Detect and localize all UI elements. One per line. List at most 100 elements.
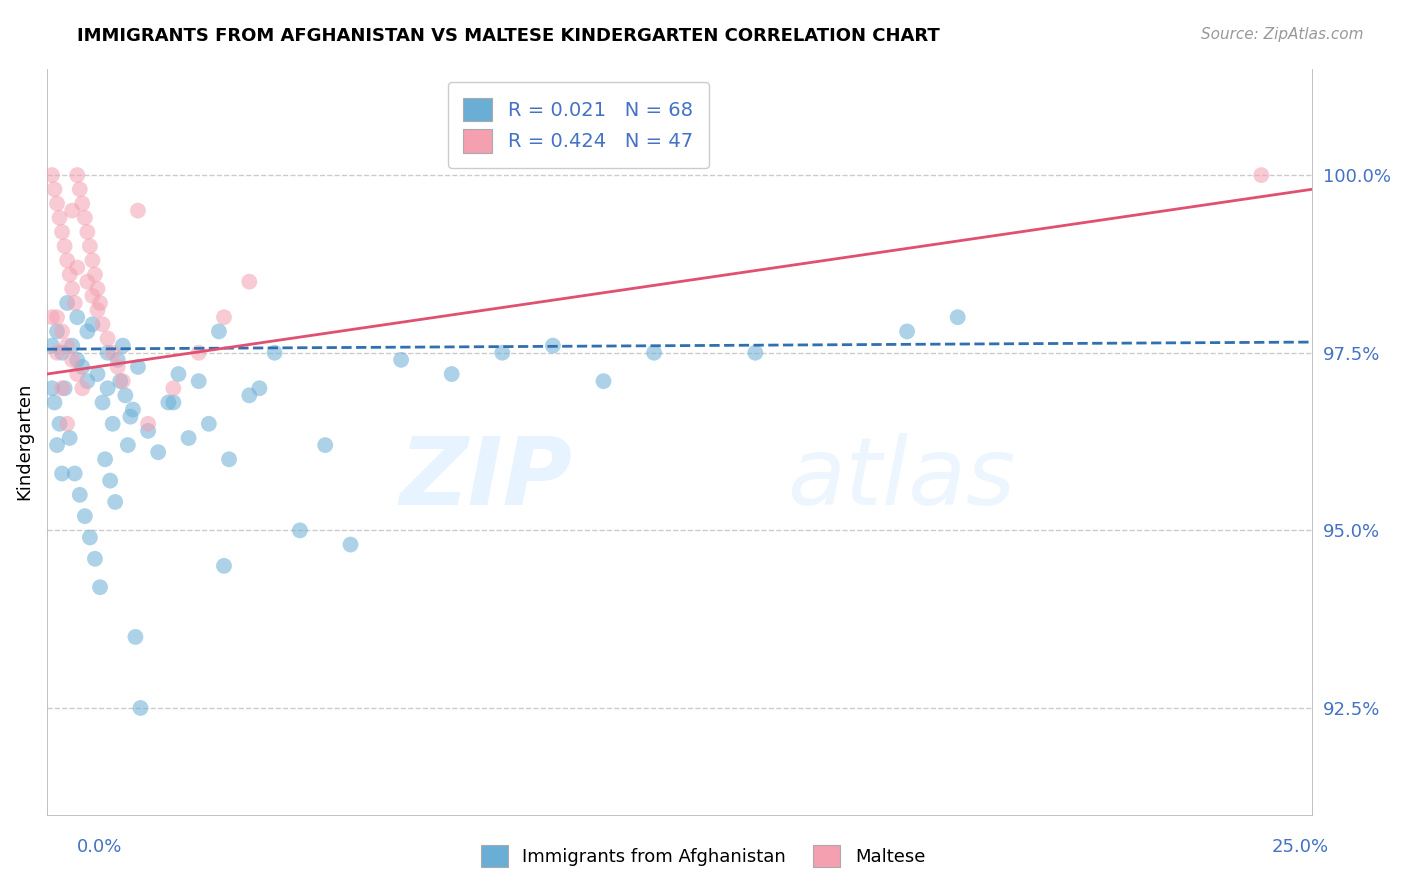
Point <box>91 395 114 409</box>
Y-axis label: Kindergarten: Kindergarten <box>15 383 32 500</box>
Point <box>44 182 66 196</box>
Point <box>51 325 73 339</box>
Point <box>592 374 614 388</box>
Point <box>541 338 564 352</box>
Point <box>101 345 124 359</box>
Point <box>177 431 200 445</box>
Point <box>157 395 180 409</box>
Point <box>41 168 63 182</box>
Point <box>117 438 139 452</box>
Point <box>44 395 66 409</box>
Point <box>124 630 146 644</box>
Point <box>187 345 209 359</box>
Point <box>51 467 73 481</box>
Point <box>56 253 79 268</box>
Point <box>48 417 70 431</box>
Point <box>53 381 76 395</box>
Point <box>91 318 114 332</box>
Text: 25.0%: 25.0% <box>1271 838 1329 856</box>
Point <box>46 345 69 359</box>
Point <box>491 345 513 359</box>
Point <box>212 310 235 325</box>
Point <box>76 374 98 388</box>
Text: ZIP: ZIP <box>399 433 572 524</box>
Point <box>440 367 463 381</box>
Point <box>238 388 260 402</box>
Point <box>120 409 142 424</box>
Point <box>136 417 159 431</box>
Point <box>97 381 120 395</box>
Point <box>76 325 98 339</box>
Point <box>107 359 129 374</box>
Point <box>82 253 104 268</box>
Point <box>82 318 104 332</box>
Point <box>60 338 83 352</box>
Point <box>946 310 969 325</box>
Point <box>89 580 111 594</box>
Point <box>86 303 108 318</box>
Point <box>89 296 111 310</box>
Point <box>76 225 98 239</box>
Point <box>76 275 98 289</box>
Point <box>69 488 91 502</box>
Point <box>51 225 73 239</box>
Point <box>389 352 412 367</box>
Point <box>66 168 89 182</box>
Point <box>127 203 149 218</box>
Point <box>187 374 209 388</box>
Point <box>59 268 82 282</box>
Point <box>339 537 361 551</box>
Point <box>101 417 124 431</box>
Point <box>288 524 311 538</box>
Point <box>122 402 145 417</box>
Point <box>46 325 69 339</box>
Legend: Immigrants from Afghanistan, Maltese: Immigrants from Afghanistan, Maltese <box>474 838 932 874</box>
Point <box>48 211 70 225</box>
Point <box>129 701 152 715</box>
Point <box>97 332 120 346</box>
Point <box>98 474 121 488</box>
Point <box>51 381 73 395</box>
Point <box>643 345 665 359</box>
Point <box>212 558 235 573</box>
Point <box>46 438 69 452</box>
Point <box>162 381 184 395</box>
Text: Source: ZipAtlas.com: Source: ZipAtlas.com <box>1201 27 1364 42</box>
Point <box>73 211 96 225</box>
Legend: R = 0.021   N = 68, R = 0.424   N = 47: R = 0.021 N = 68, R = 0.424 N = 47 <box>447 82 709 169</box>
Point <box>198 417 221 431</box>
Point <box>104 495 127 509</box>
Point <box>63 467 86 481</box>
Point <box>66 260 89 275</box>
Point <box>73 509 96 524</box>
Point <box>63 296 86 310</box>
Point <box>208 325 231 339</box>
Point <box>314 438 336 452</box>
Point <box>86 282 108 296</box>
Point <box>744 345 766 359</box>
Point <box>69 182 91 196</box>
Point <box>59 431 82 445</box>
Point <box>41 338 63 352</box>
Point <box>84 551 107 566</box>
Point <box>60 352 83 367</box>
Point <box>127 359 149 374</box>
Point <box>107 352 129 367</box>
Point <box>84 268 107 282</box>
Point <box>82 289 104 303</box>
Point <box>66 352 89 367</box>
Point <box>46 310 69 325</box>
Point <box>66 310 89 325</box>
Point <box>41 310 63 325</box>
Point <box>46 196 69 211</box>
Point <box>72 359 94 374</box>
Point <box>218 452 240 467</box>
Point <box>136 424 159 438</box>
Point <box>60 203 83 218</box>
Point <box>167 367 190 381</box>
Point <box>238 275 260 289</box>
Point <box>79 531 101 545</box>
Point <box>79 239 101 253</box>
Point <box>53 239 76 253</box>
Point <box>60 282 83 296</box>
